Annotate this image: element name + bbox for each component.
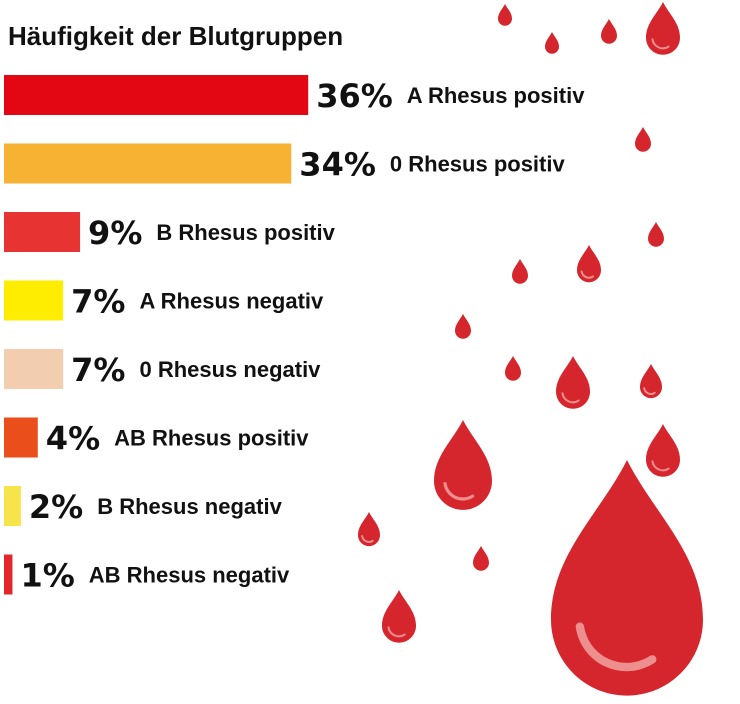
bar (4, 349, 64, 389)
category-label: A Rhesus positiv (407, 83, 585, 108)
category-label: B Rhesus positiv (156, 220, 335, 245)
category-label: 0 Rhesus negativ (139, 357, 321, 382)
bar (4, 280, 64, 321)
blood-drop (382, 590, 416, 643)
blood-drop (577, 245, 601, 283)
bar (4, 143, 292, 184)
bar (4, 554, 13, 595)
category-label: AB Rhesus positiv (114, 426, 309, 451)
chart-title: Häufigkeit der Blutgruppen (8, 21, 343, 51)
blood-drop (640, 364, 662, 399)
value-label: 7% (71, 351, 125, 389)
blood-drop (455, 314, 471, 339)
blood-drop-highlight (361, 535, 374, 543)
blood-drop (646, 424, 680, 477)
blood-drop (358, 512, 380, 547)
blood-drop-highlight (651, 460, 670, 472)
value-label: 7% (71, 283, 125, 321)
blood-drop (434, 420, 492, 510)
category-label: B Rhesus negativ (97, 494, 282, 519)
value-labels-group: 36% 34% 9% 7% 7% 4% 2% 1% (20, 77, 392, 595)
bar (4, 75, 309, 115)
blood-drop (601, 19, 617, 44)
bar (4, 486, 21, 526)
blood-drop (505, 356, 521, 381)
blood-drops-decoration (358, 2, 703, 696)
blood-drop-highlight (443, 482, 475, 501)
value-label: 1% (20, 557, 74, 595)
blood-drop (646, 2, 680, 55)
blood-drop (512, 259, 528, 284)
blood-drop-highlight (387, 626, 406, 638)
blood-drop (545, 32, 559, 54)
blood-drop (648, 222, 664, 247)
blood-drop-highlight (575, 622, 657, 672)
blood-drop-highlight (580, 270, 594, 279)
blood-drop-highlight (651, 38, 670, 50)
blood-drop (473, 546, 489, 571)
value-label: 2% (29, 488, 83, 526)
value-label: 4% (46, 420, 100, 458)
category-labels-group: A Rhesus positiv 0 Rhesus positiv B Rhesus… (89, 83, 585, 588)
category-label: A Rhesus negativ (139, 289, 324, 314)
category-label: AB Rhesus negativ (89, 563, 290, 588)
value-label: 34% (299, 146, 376, 184)
bar (4, 212, 81, 252)
blood-drop-highlight (561, 392, 580, 404)
bars-group (4, 75, 309, 595)
blood-drop (551, 460, 703, 696)
blood-drop (498, 4, 512, 26)
blood-drop (556, 356, 590, 409)
value-label: 36% (316, 77, 393, 115)
blood-drop (635, 127, 651, 152)
blood-drop-highlight (643, 387, 656, 395)
value-label: 9% (88, 214, 142, 252)
bar (4, 417, 38, 458)
category-label: 0 Rhesus positiv (390, 152, 566, 177)
